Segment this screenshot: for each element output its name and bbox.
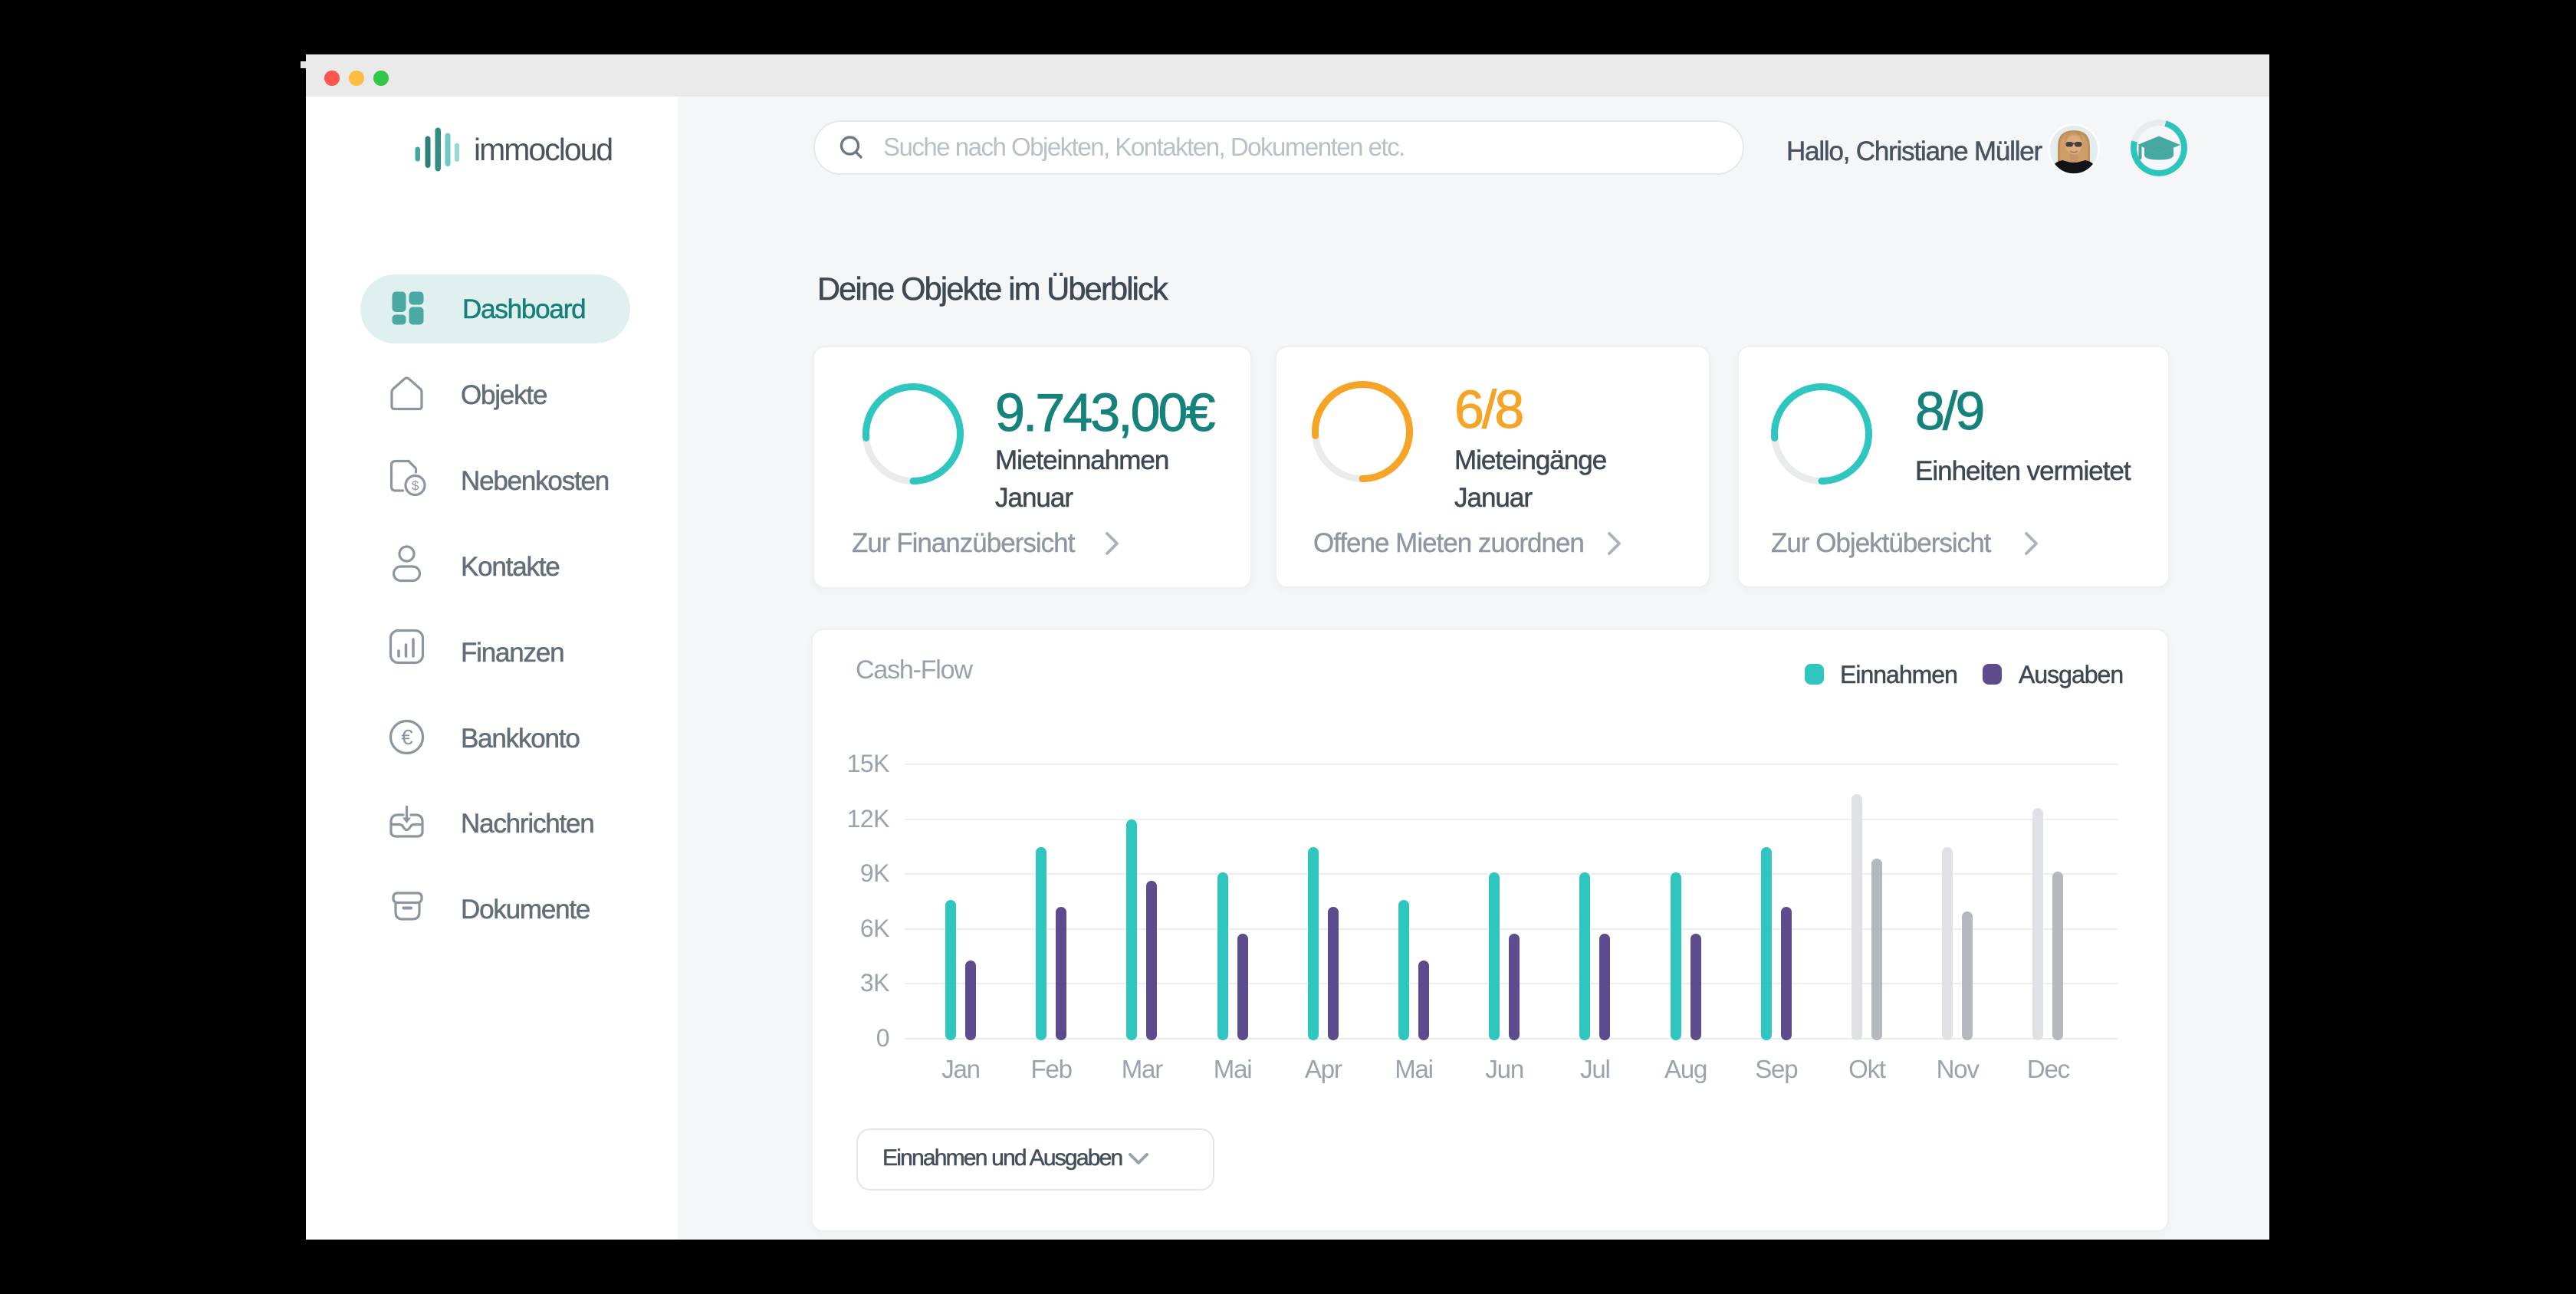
svg-text:€: €	[401, 725, 413, 749]
svg-text:$: $	[412, 478, 419, 493]
